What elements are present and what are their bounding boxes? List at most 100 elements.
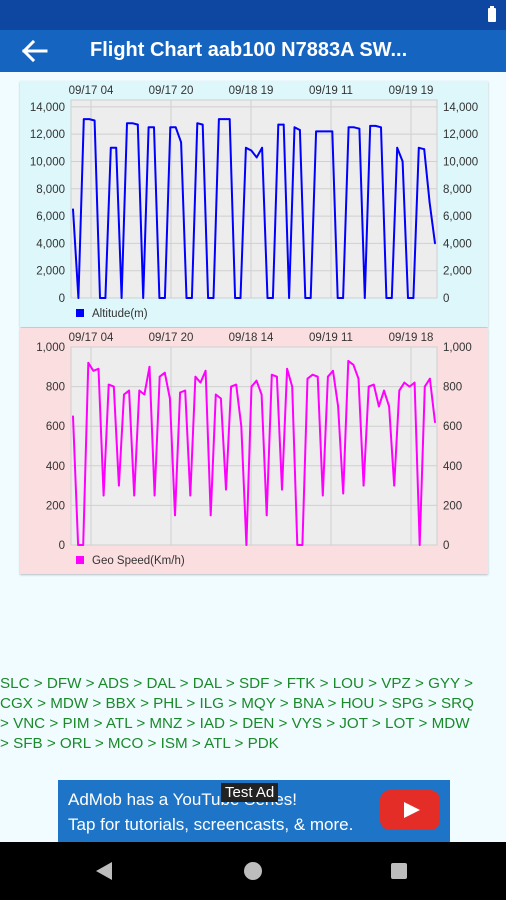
y-tick-label-right: 600 (443, 421, 462, 433)
nav-recents-icon[interactable] (391, 863, 407, 879)
arrow-left-icon[interactable] (20, 38, 48, 64)
data-point (372, 383, 375, 386)
data-point (321, 494, 324, 497)
altitude-chart: 0 0 2,000 2,000 4,000 4,000 6,000 6,000 8,000 8,0… (20, 81, 488, 327)
system-nav-bar (0, 842, 506, 900)
data-point (403, 381, 406, 384)
y-tick-label-left: 2,000 (36, 266, 65, 278)
data-point (194, 375, 197, 378)
data-point (169, 126, 172, 129)
y-tick-label-right: 4,000 (443, 238, 472, 250)
legend-label: Geo Speed(Km/h) (92, 555, 185, 567)
data-point (369, 125, 372, 127)
y-tick-label-left: 12,000 (30, 129, 65, 141)
data-point (126, 122, 128, 125)
data-point (378, 405, 380, 408)
data-point (423, 385, 426, 388)
data-point (199, 381, 202, 384)
data-point (407, 297, 409, 299)
plot-area (70, 99, 438, 299)
data-point (109, 146, 112, 149)
data-point (347, 359, 350, 362)
nav-home-icon[interactable] (244, 862, 262, 880)
data-point (337, 405, 340, 408)
data-point (131, 122, 134, 125)
data-point (99, 297, 101, 299)
data-point (412, 297, 415, 299)
data-point (265, 514, 268, 517)
data-point (352, 363, 355, 366)
data-point (72, 415, 74, 418)
plot-area (70, 346, 438, 546)
data-point (163, 297, 166, 299)
y-tick-label-right: 2,000 (443, 266, 472, 278)
data-point (383, 389, 385, 392)
data-point (217, 118, 220, 121)
data-point (225, 488, 227, 491)
data-point (417, 146, 420, 149)
data-point (148, 365, 151, 368)
data-point (184, 389, 187, 392)
data-point (185, 297, 188, 299)
data-point (374, 125, 377, 127)
legend-label: Altitude(m) (92, 308, 148, 320)
data-point (214, 393, 217, 396)
data-point (398, 389, 401, 392)
data-point (362, 484, 365, 487)
legend-swatch (76, 556, 84, 564)
data-point (434, 421, 436, 424)
x-tick-label: 09/17 20 (149, 85, 194, 97)
data-point (270, 373, 273, 376)
data-point (219, 397, 222, 400)
data-point (281, 488, 283, 491)
data-point (301, 544, 304, 546)
data-point (153, 126, 155, 129)
y-tick-label-left: 14,000 (30, 102, 65, 114)
speed-chart: 0 0 200 200 400 400 600 600 800 800 1,000 1,000 09/1… (20, 328, 488, 574)
data-point (234, 297, 236, 299)
data-point (102, 494, 105, 497)
data-point (120, 297, 123, 299)
data-point (158, 297, 161, 299)
data-point (112, 385, 115, 388)
data-point (353, 126, 355, 129)
data-point (77, 297, 80, 299)
data-point (228, 118, 231, 121)
data-point (189, 494, 192, 497)
data-point (143, 393, 146, 396)
data-point (367, 385, 370, 388)
data-point (240, 425, 243, 428)
y-tick-label-right: 1,000 (443, 342, 472, 354)
nav-back-icon[interactable] (96, 862, 112, 880)
data-point (244, 146, 247, 149)
data-point (147, 126, 150, 129)
x-tick-label: 09/19 18 (389, 332, 434, 344)
data-point (207, 297, 209, 299)
data-point (304, 297, 307, 299)
data-point (286, 367, 289, 370)
data-point (104, 297, 107, 299)
data-point (326, 130, 328, 133)
data-point (179, 391, 181, 394)
y-tick-label-right: 6,000 (443, 211, 472, 223)
data-point (250, 385, 253, 388)
x-tick-label: 09/19 11 (309, 332, 353, 344)
data-point (385, 297, 388, 299)
data-point (390, 297, 393, 299)
y-tick-label-left: 200 (46, 500, 65, 512)
data-point (97, 367, 100, 370)
data-point (107, 383, 110, 386)
y-tick-label-right: 0 (443, 293, 449, 305)
x-tick-label: 09/19 19 (389, 85, 434, 97)
y-tick-label-right: 0 (443, 540, 449, 552)
data-point (311, 373, 314, 376)
y-tick-label-left: 0 (59, 293, 65, 305)
data-point (260, 393, 263, 396)
data-point (332, 369, 334, 372)
data-point (428, 201, 431, 204)
status-bar (0, 0, 506, 30)
data-point (196, 122, 199, 125)
y-tick-label-left: 1,000 (36, 342, 65, 354)
youtube-play-icon[interactable] (380, 790, 440, 830)
data-point (201, 123, 204, 126)
